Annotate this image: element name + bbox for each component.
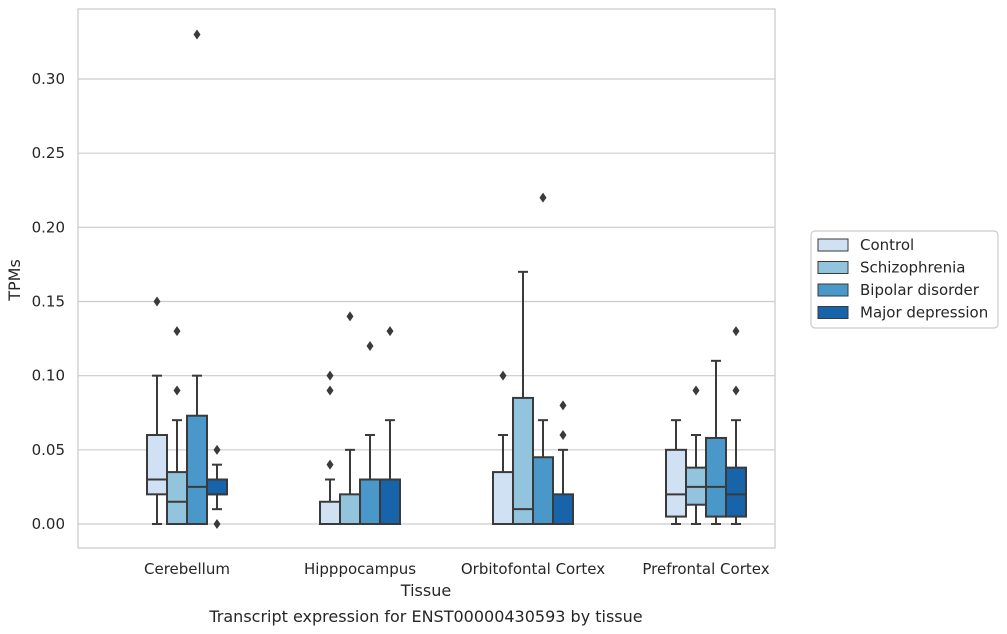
box-iqr — [319, 500, 341, 525]
box-iqr — [146, 434, 168, 496]
plot-frame — [77, 8, 776, 549]
box-control — [665, 419, 687, 525]
box-major-depression — [379, 326, 401, 525]
legend-swatch — [817, 261, 849, 274]
outlier-point — [153, 296, 161, 307]
y-tick-label: 0.15 — [32, 293, 65, 311]
outlier-point — [173, 326, 181, 337]
box-iqr — [186, 414, 208, 526]
outlier-point — [732, 326, 740, 337]
outlier-point — [366, 341, 374, 351]
x-tick-labels: Cerebellum Hipppocampus Orbitofontal Corte… — [144, 560, 770, 578]
outlier-point — [346, 311, 354, 322]
legend-box — [810, 230, 999, 329]
outlier-point — [326, 370, 334, 381]
box-bipolar-disorder — [705, 359, 727, 525]
y-tick-label: 0.30 — [32, 70, 65, 88]
legend-label: Bipolar disorder — [860, 281, 980, 299]
box-iqr — [725, 466, 747, 518]
legend-swatch — [817, 306, 849, 319]
outlier-point — [213, 519, 221, 529]
outlier-point — [539, 192, 547, 203]
box-schizophrenia — [339, 311, 361, 526]
chart-caption: Transcript expression for ENST0000043059… — [208, 607, 642, 626]
box-iqr — [532, 456, 554, 525]
legend-label: Control — [860, 236, 914, 254]
outlier-point — [193, 29, 201, 40]
y-axis-label: TPMs — [5, 259, 24, 302]
box-iqr — [206, 478, 228, 496]
y-tick-label: 0.25 — [32, 144, 65, 162]
outlier-point — [326, 459, 334, 470]
outlier-point — [499, 370, 507, 381]
box-control — [319, 370, 341, 525]
box-schizophrenia — [166, 326, 188, 526]
legend-swatch — [817, 283, 849, 297]
x-tick-label: Cerebellum — [144, 560, 230, 578]
x-tick-label: Prefrontal Cortex — [642, 560, 769, 578]
outlier-point — [559, 400, 567, 411]
x-tick-label: Orbitofontal Cortex — [461, 560, 605, 578]
legend: Control Schizophrenia Bipolar disorder Majo… — [810, 230, 999, 329]
y-tick-label: 0.00 — [32, 515, 65, 533]
box-bipolar-disorder — [186, 29, 208, 526]
box-bipolar-disorder — [532, 192, 554, 525]
box-major-depression — [725, 326, 747, 525]
box-iqr — [705, 436, 727, 518]
box-bipolar-disorder — [359, 341, 381, 525]
outlier-point — [559, 430, 567, 440]
box-iqr — [665, 448, 687, 518]
box-iqr — [492, 471, 514, 526]
box-iqr — [339, 493, 361, 526]
x-tick-label: Hipppocampus — [304, 560, 416, 578]
y-tick-label: 0.05 — [32, 441, 65, 459]
y-tick-labels: 0.00 0.05 0.10 0.15 0.20 0.25 0.30 — [32, 70, 65, 533]
outlier-point — [692, 385, 700, 396]
box-major-depression — [206, 444, 228, 529]
box-control — [146, 296, 168, 525]
y-tick-label: 0.10 — [32, 367, 65, 385]
box-iqr — [166, 471, 188, 526]
outlier-point — [386, 326, 394, 337]
x-axis-label: Tissue — [400, 581, 451, 600]
outlier-point — [732, 385, 740, 396]
box-control — [492, 370, 514, 526]
box-schizophrenia — [512, 270, 534, 525]
legend-label: Schizophrenia — [860, 259, 965, 277]
box-iqr — [359, 478, 381, 525]
outlier-point — [213, 444, 221, 455]
outlier-point — [173, 385, 181, 396]
outlier-point — [326, 385, 334, 396]
box-iqr — [379, 478, 401, 525]
box-iqr — [552, 493, 574, 526]
legend-label: Major depression — [860, 304, 988, 322]
box-plots — [146, 29, 747, 529]
y-tick-label: 0.20 — [32, 218, 65, 236]
box-major-depression — [552, 400, 574, 526]
box-schizophrenia — [685, 385, 707, 525]
legend-swatch — [817, 238, 849, 252]
box-iqr — [512, 396, 534, 525]
